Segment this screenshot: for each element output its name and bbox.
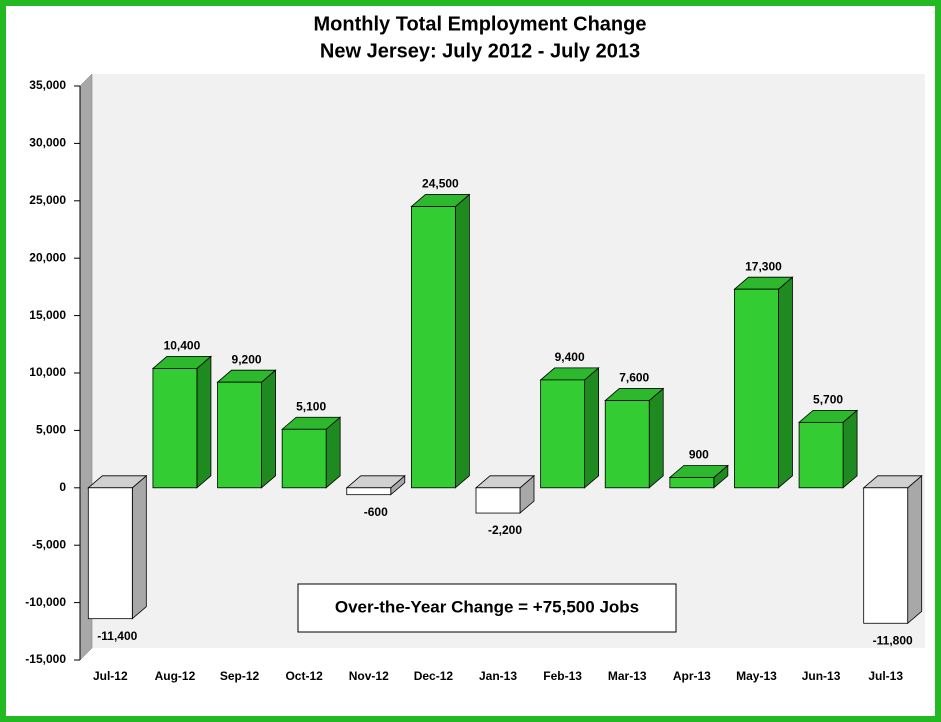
bar	[798, 421, 844, 489]
bar	[217, 381, 262, 489]
data-label: -11,800	[873, 633, 913, 647]
x-tick-label: Sep-12	[220, 669, 260, 683]
data-label: 9,200	[232, 352, 262, 366]
data-label: -600	[364, 505, 388, 519]
y-tick-label: 10,000	[29, 365, 66, 379]
data-label: 10,400	[164, 339, 201, 353]
bar	[410, 206, 456, 489]
data-label: 5,700	[813, 393, 843, 407]
y-tick-label: -15,000	[25, 652, 66, 666]
x-tick-label: Aug-12	[155, 669, 196, 683]
chart-subtitle: New Jersey: July 2012 - July 2013	[320, 40, 640, 62]
bar-side	[131, 474, 147, 620]
bar	[863, 487, 909, 624]
bar-side	[261, 369, 276, 489]
bar-side	[648, 387, 664, 489]
bar	[734, 288, 779, 489]
x-tick-label: Jul-13	[868, 669, 903, 683]
x-tick-label: Jan-13	[479, 669, 517, 683]
data-label: 900	[689, 448, 709, 462]
bar	[87, 487, 133, 620]
x-tick-label: Feb-13	[543, 669, 582, 683]
y-tick-label: -5,000	[32, 537, 66, 551]
x-tick-label: Jun-13	[802, 669, 841, 683]
x-tick-label: Dec-12	[414, 669, 454, 683]
x-tick-label: Oct-12	[285, 669, 323, 683]
data-label: -2,200	[488, 523, 522, 537]
y-tick-label: 20,000	[29, 250, 66, 264]
bar-side	[196, 355, 212, 489]
data-label: 5,100	[296, 399, 326, 413]
bar-side	[842, 409, 858, 489]
x-tick-label: Nov-12	[349, 669, 389, 683]
bar-side	[454, 193, 470, 489]
bar	[281, 428, 327, 489]
bar	[669, 477, 715, 489]
chart-title: Monthly Total Employment Change	[314, 13, 647, 35]
bar	[346, 487, 392, 496]
data-label: 24,500	[422, 177, 459, 191]
bar-side	[907, 474, 923, 625]
data-label: 17,300	[745, 259, 782, 273]
bar-side	[778, 276, 793, 489]
y-tick-label: 0	[59, 480, 66, 494]
bar	[540, 379, 586, 489]
y-tick-label: 5,000	[36, 423, 66, 437]
x-tick-label: Mar-13	[608, 669, 647, 683]
y-tick-label: 25,000	[29, 193, 66, 207]
y-tick-label: 35,000	[29, 78, 66, 92]
data-label: 7,600	[619, 371, 649, 385]
data-label: -11,400	[97, 629, 137, 643]
back-wall	[92, 74, 925, 648]
annotation-box	[297, 583, 677, 633]
bar	[152, 368, 198, 489]
bar-side	[584, 367, 600, 489]
annotation: Over-the-Year Change = +75,500 Jobs	[335, 597, 639, 616]
bar	[604, 400, 650, 489]
x-tick-label: May-13	[736, 669, 777, 683]
data-label: 9,400	[555, 350, 585, 364]
x-tick-label: Apr-13	[673, 669, 711, 683]
y-tick-label: 15,000	[29, 308, 66, 322]
bar	[475, 487, 521, 514]
y-tick-label: -10,000	[25, 595, 66, 609]
x-tick-label: Jul-12	[93, 669, 128, 683]
y-tick-label: 30,000	[29, 136, 66, 150]
